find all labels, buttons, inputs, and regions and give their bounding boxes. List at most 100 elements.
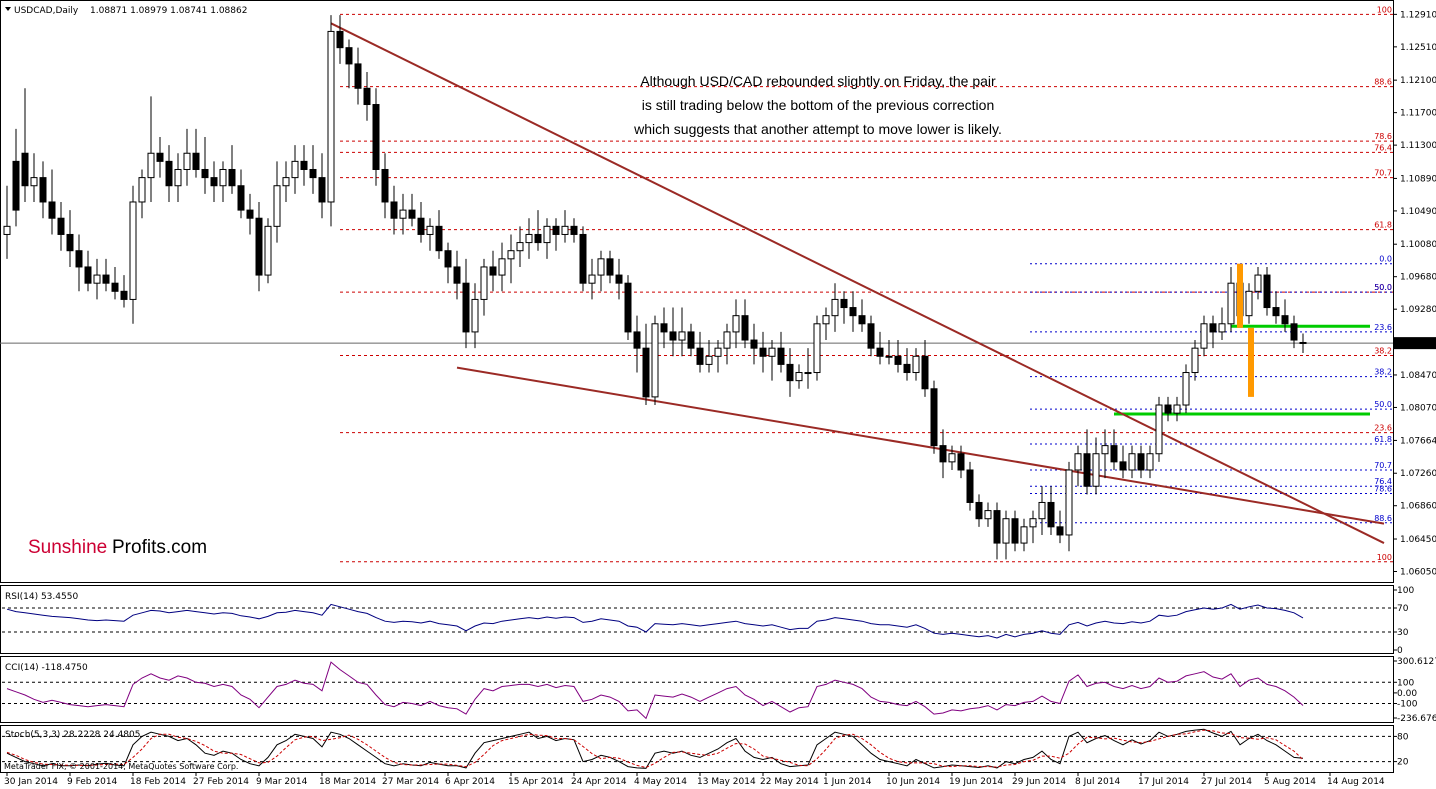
candle-body [48,201,56,219]
candle-body [399,209,407,219]
fib-mid-label: 61.8 [1374,435,1392,444]
candle-body [867,323,875,349]
candle-body [1092,453,1100,487]
candle-body [795,372,803,382]
candle-body [489,266,497,276]
candle-body [543,225,551,244]
candle-body [300,160,308,170]
panel-tick-label: 0.00 [1397,689,1417,699]
rsi-panel: 100 70 30 0 RSI(14) 53.4550 [2,586,1414,656]
candle-body [345,47,353,65]
candle-body [201,168,209,179]
candle-body [714,347,722,357]
candle-body [516,242,524,252]
candle-body [831,298,839,317]
highlight-bar-drop [1248,327,1254,397]
candle-body [471,298,479,333]
fib-mid-label: 88.6 [1374,514,1392,523]
candle-body [696,347,704,365]
panel-tick-label: 70 [1397,604,1409,614]
candle-body [372,104,380,170]
candle-body [957,453,965,471]
candle-body [894,355,902,365]
panel-tick-label: -100 [1397,700,1418,710]
time-tick-label: 1 Jun 2014 [823,777,872,787]
price-axis: 1.12910 1.12510 1.12100 1.11700 1.11300 1.108… [1393,10,1436,578]
candle-body [498,258,506,276]
candle-body [1002,518,1010,544]
candle-body [705,355,713,365]
candle-body [1137,453,1145,471]
candle-body [741,315,749,341]
candle-body [597,258,605,276]
candle-body [723,331,731,349]
candle-body [75,250,83,268]
price-tick-label: 1.09680 [1400,273,1436,283]
candle-body [570,225,578,235]
highlight-move [1237,263,1254,397]
dropdown-triangle-icon[interactable] [5,7,11,11]
price-tick-label: 1.12100 [1400,76,1436,86]
candle-body [1227,282,1235,325]
panel-title: RSI(14) 53.4550 [5,592,78,602]
candle-body [534,233,542,244]
candle-body [948,453,956,463]
candle-body [318,177,326,203]
candle-body [93,274,101,284]
stoch-pane-frame [0,725,1394,773]
candle-body [903,363,911,374]
candle-body [750,339,758,349]
candle-body [120,290,128,300]
candle-body [966,469,974,503]
time-tick-label: 19 Jun 2014 [949,777,1003,787]
candle-body [1200,323,1208,349]
time-tick-label: 14 Aug 2014 [1327,777,1385,787]
price-tick-label: 1.09280 [1400,305,1436,315]
price-tick-label: 1.10490 [1400,207,1436,217]
candle-body [408,209,416,219]
price-tick-label: 1.08070 [1400,403,1436,413]
candle-body [1038,501,1046,520]
panel-tick-label: 30 [1397,628,1409,638]
candle-body [813,323,821,374]
candle-body [669,331,677,341]
time-tick-label: 18 Feb 2014 [130,777,186,787]
time-axis: 30 Jan 2014 9 Feb 2014 18 Feb 2014 27 Feb 2… [4,772,1385,787]
candle-body [138,177,146,203]
candle-body [111,282,119,292]
candle-body [246,209,254,219]
fib-major-label: 50.0 [1374,283,1392,292]
candle-body [1182,372,1190,406]
rsi-pane-frame [0,585,1394,654]
candle-body [552,225,560,235]
candle-body [174,168,182,187]
fibonacci-levels: 10088.678.676.470.761.850.038.223.61000.… [0,5,1393,563]
price-tick-label: 1.12510 [1400,43,1436,53]
current-price-label: 1.08862 [1397,339,1434,349]
time-tick-label: 29 Jun 2014 [1012,777,1066,787]
panel-tick-label: 80 [1397,732,1409,742]
candle-body [156,152,164,162]
fib-major-label: 100 [1377,5,1392,14]
candle-body [993,510,1001,544]
candle-body [561,225,569,235]
candle-body [237,185,245,211]
candle-body [876,347,884,357]
series-line-0 [6,661,1304,720]
candle-body [606,258,614,276]
trendline-declining-resistance [330,22,1385,544]
candle-body [633,331,641,349]
candle-body [462,282,470,333]
candle-body [1218,323,1226,333]
candle-body [1011,518,1019,544]
candle-body [3,225,11,235]
series-line-0 [6,728,1304,769]
candle-body [273,185,281,227]
stoch-panel: 80 20 Stoch(5,3,3) 28.2228 24.4805 [2,728,1409,769]
fib-mid-label: 70.7 [1374,461,1392,470]
candle-body [255,217,263,276]
candle-body [183,152,191,170]
candle-body [786,363,794,382]
candle-body [228,168,236,187]
